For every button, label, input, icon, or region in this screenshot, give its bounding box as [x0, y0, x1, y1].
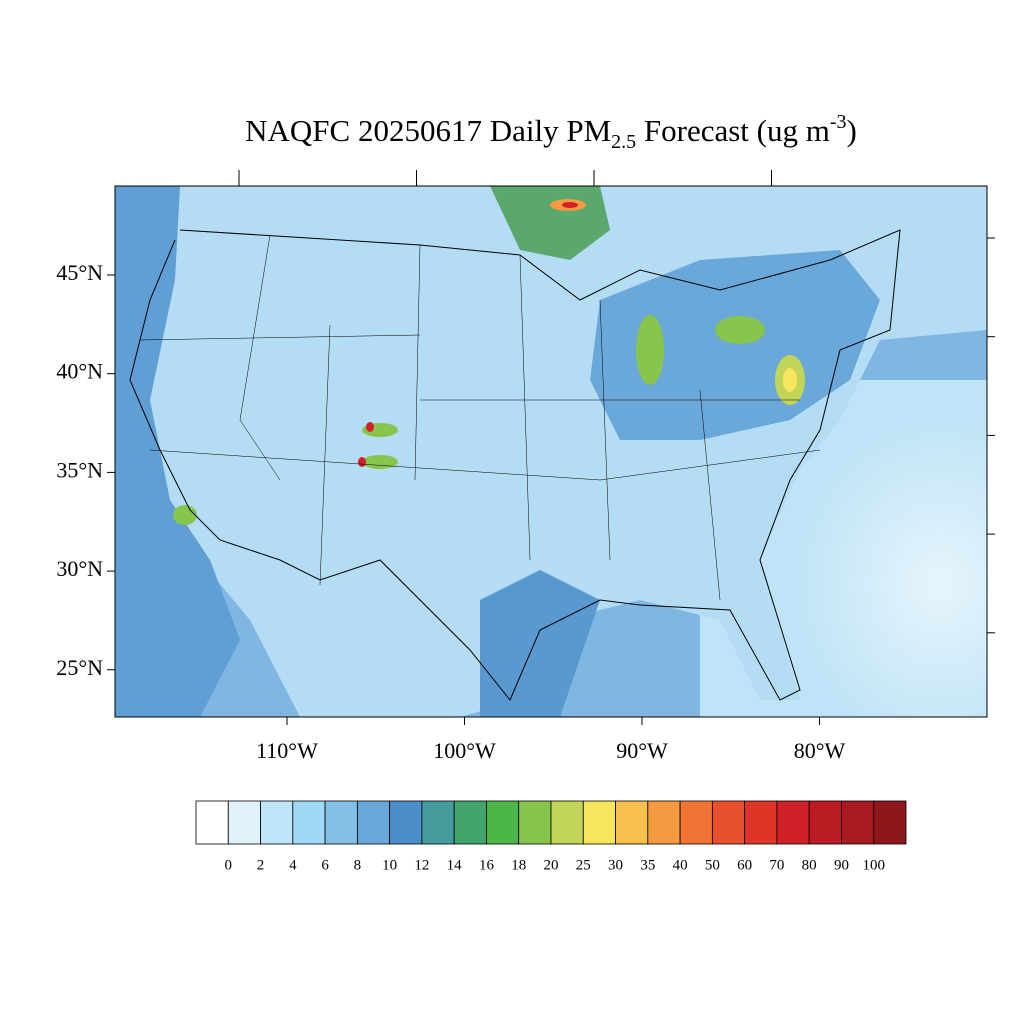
title-sub: 2.5 [611, 131, 636, 153]
color-swatch [776, 800, 810, 845]
color-swatch [260, 800, 294, 845]
colorbar-label: 20 [544, 857, 559, 873]
colorbar-label: 30 [608, 857, 623, 873]
color-swatch [453, 800, 487, 845]
color-swatch [550, 800, 584, 845]
color-swatch [227, 800, 261, 845]
color-swatch [808, 800, 842, 845]
colorbar-label: 40 [673, 857, 688, 873]
colorbar-label: 16 [479, 857, 495, 873]
color-swatch [421, 800, 455, 845]
lon-label: 80°W [794, 738, 846, 763]
colorbar-label: 10 [382, 857, 397, 873]
color-swatch [486, 800, 520, 845]
map-title: NAQFC 20250617 Daily PM2.5 Forecast (ug … [245, 111, 857, 153]
color-swatch [744, 800, 778, 845]
title-end: ) [847, 113, 857, 148]
colorbar-label: 2 [257, 857, 265, 873]
color-swatch [292, 800, 326, 845]
color-swatch [356, 800, 391, 845]
title-mid: Forecast (ug m [636, 113, 830, 148]
colorbar-label: 35 [640, 857, 655, 873]
color-swatch [711, 800, 746, 845]
title-sup: -3 [830, 111, 847, 133]
colorbar-label: 50 [705, 857, 720, 873]
colorbar-label: 100 [862, 857, 885, 873]
map-field [115, 186, 987, 717]
colorbar-label: 25 [576, 857, 591, 873]
colorbar-label: 80 [802, 857, 817, 873]
lon-label: 110°W [256, 738, 318, 763]
color-swatch [615, 800, 649, 845]
colorbar-label: 90 [834, 857, 849, 873]
map-frame [114, 185, 988, 718]
colorbar-label: 60 [737, 857, 752, 873]
color-swatch [873, 800, 907, 845]
color-swatch [324, 800, 358, 845]
lon-label: 100°W [433, 738, 496, 763]
color-swatch [841, 800, 875, 845]
lat-label: 45°N [56, 260, 103, 285]
color-swatch [582, 800, 616, 845]
colorbar-label: 4 [289, 857, 297, 873]
color-swatch [518, 800, 552, 845]
color-swatch [195, 800, 229, 845]
colorbar-label: 18 [511, 857, 526, 873]
color-swatch [647, 800, 681, 845]
colorbar-label: 8 [354, 857, 362, 873]
color-swatch [679, 800, 713, 845]
lon-label: 90°W [616, 738, 668, 763]
colorbar-label: 14 [447, 857, 463, 873]
colorbar-label: 70 [769, 857, 784, 873]
colorbar-label: 12 [414, 857, 429, 873]
colorbar-label: 0 [225, 857, 233, 873]
title-main: NAQFC 20250617 Daily PM [245, 113, 611, 148]
lat-label: 25°N [56, 655, 103, 680]
colorbar-label: 6 [321, 857, 329, 873]
color-swatch [389, 800, 423, 845]
lat-label: 40°N [56, 359, 103, 384]
lat-label: 30°N [56, 556, 103, 581]
lat-label: 35°N [56, 457, 103, 482]
